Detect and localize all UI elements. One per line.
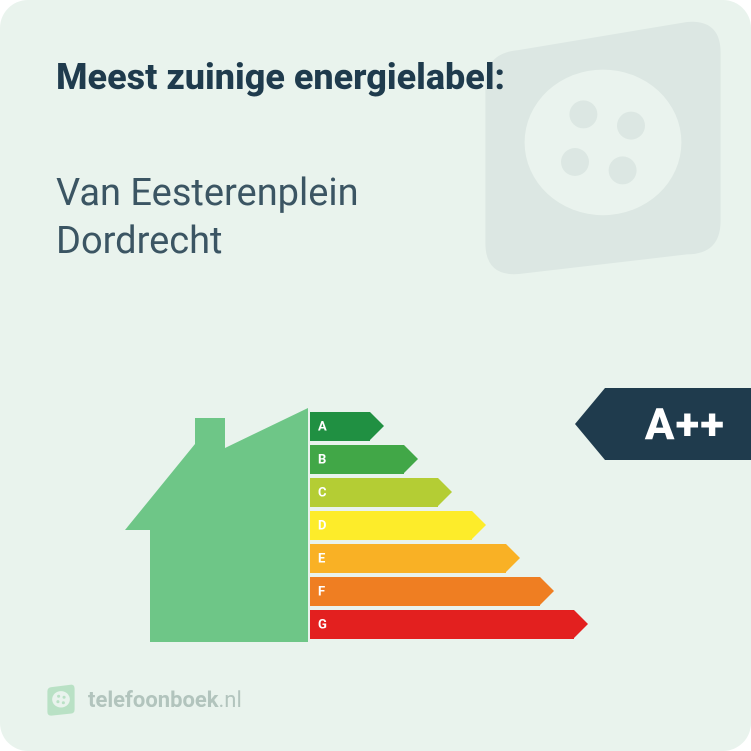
chevron-right-icon — [472, 511, 486, 539]
energy-bar-body: D — [310, 511, 472, 540]
footer-brand: telefoonboek.nl — [44, 683, 242, 717]
location-line1: Van Eesterenplein — [56, 171, 359, 215]
chevron-right-icon — [404, 445, 418, 473]
energy-bar-body: A — [310, 412, 370, 441]
chevron-right-icon — [370, 412, 384, 440]
phonebook-icon — [44, 683, 78, 717]
energy-bar-a: A — [310, 412, 574, 441]
footer-brand-bold: telefoonboek — [88, 688, 219, 713]
energy-bar-body: F — [310, 577, 540, 606]
chevron-right-icon — [438, 478, 452, 506]
energy-bar-d: D — [310, 511, 574, 540]
energy-bar-body: E — [310, 544, 506, 573]
location-subtitle: Van Eesterenplein Dordrecht — [56, 170, 359, 265]
energy-bars: A B C D E F G — [310, 412, 574, 643]
chevron-right-icon — [540, 577, 554, 605]
page-title: Meest zuinige energielabel: — [56, 56, 505, 98]
energy-bar-body: C — [310, 478, 438, 507]
rating-badge: A++ — [605, 388, 751, 460]
footer-brand-thin: .nl — [219, 688, 242, 713]
rating-value: A++ — [645, 398, 725, 450]
energy-label-card: Meest zuinige energielabel: Van Eesteren… — [0, 0, 751, 751]
energy-bar-f: F — [310, 577, 574, 606]
chevron-right-icon — [506, 544, 520, 572]
energy-bar-c: C — [310, 478, 574, 507]
energy-bar-label: E — [318, 551, 325, 566]
energy-bar-label: A — [318, 419, 327, 434]
energy-bar-label: C — [318, 485, 327, 500]
location-line2: Dordrecht — [56, 219, 223, 263]
rating-badge-arrow — [575, 388, 605, 460]
energy-bar-body: B — [310, 445, 404, 474]
energy-bar-b: B — [310, 445, 574, 474]
energy-bar-label: G — [318, 617, 327, 632]
phonebook-watermark-icon — [463, 8, 743, 288]
house-icon — [120, 400, 310, 650]
energy-bar-label: D — [318, 518, 326, 533]
energy-bar-label: B — [318, 452, 326, 467]
energy-bar-e: E — [310, 544, 574, 573]
energy-bar-g: G — [310, 610, 574, 639]
energy-bar-body: G — [310, 610, 574, 639]
chevron-right-icon — [574, 610, 588, 638]
footer-text: telefoonboek.nl — [88, 688, 242, 713]
energy-bar-label: F — [318, 584, 325, 599]
